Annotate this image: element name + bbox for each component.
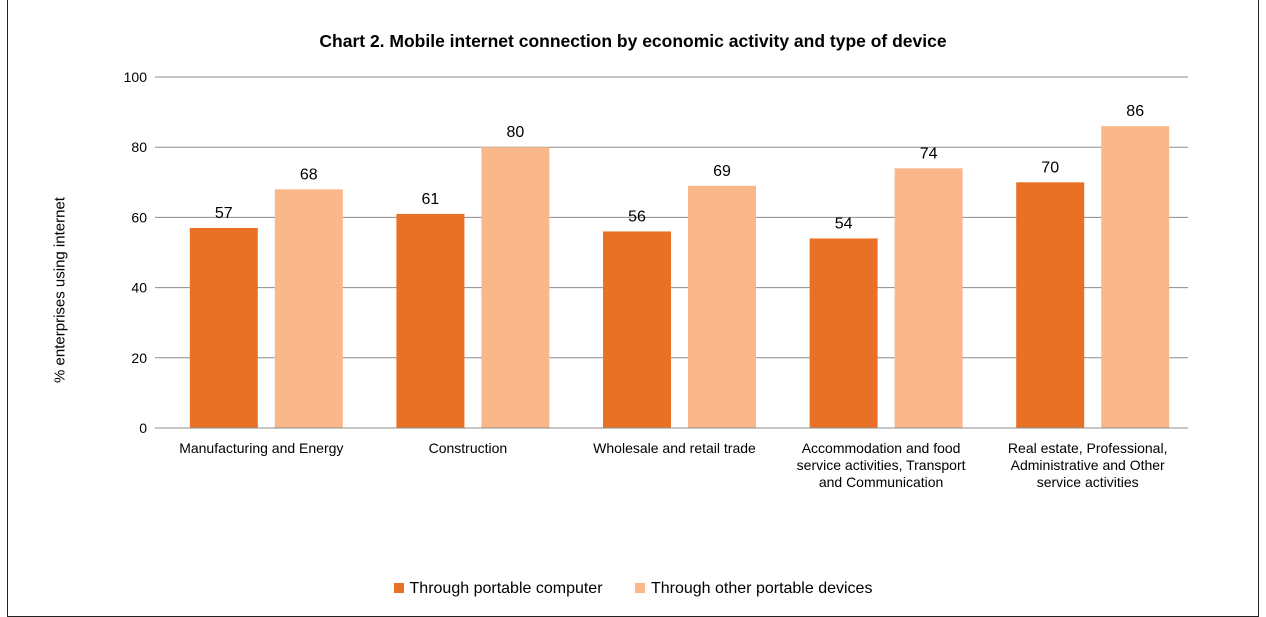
- bar-portable-computer: [1016, 182, 1085, 428]
- y-tick-label: 0: [139, 420, 147, 436]
- bar-other-devices: [688, 185, 756, 428]
- legend-item-portable-computer: Through portable computer: [393, 580, 603, 598]
- category-label: Manufacturing and Energy: [156, 440, 366, 457]
- y-tick-label: 80: [131, 139, 147, 155]
- category-label-line: service activities: [1036, 474, 1139, 490]
- category-label-line: Manufacturing and Energy: [179, 440, 344, 456]
- bar-portable-computer: [189, 227, 258, 428]
- bar-other-devices: [274, 189, 343, 428]
- chart-title: Chart 2. Mobile internet connection by e…: [319, 31, 947, 51]
- bar-portable-computer: [396, 213, 465, 428]
- legend-swatch-portable-computer: [393, 583, 404, 593]
- category-label-line: Construction: [428, 440, 508, 456]
- bar-other-devices: [1101, 126, 1170, 428]
- y-tick-label: 60: [131, 209, 147, 225]
- legend-swatch-other-devices: [634, 583, 645, 593]
- data-label: 70: [1041, 159, 1059, 176]
- y-tick-label: 20: [131, 350, 147, 366]
- data-label: 57: [215, 205, 233, 222]
- data-label: 68: [300, 166, 318, 183]
- category-label-line: Administrative and Other: [1010, 457, 1165, 473]
- category-label: Accommodation and food service activities…: [776, 440, 986, 491]
- category-label-line: Wholesale and retail trade: [593, 440, 756, 456]
- bar-other-devices: [481, 147, 550, 428]
- bar-portable-computer: [603, 231, 671, 428]
- legend: Through portable computer Through other …: [0, 580, 1266, 598]
- category-label-line: Real estate, Professional,: [1007, 440, 1168, 456]
- data-label: 86: [1126, 103, 1144, 120]
- y-tick-label: 40: [131, 280, 147, 296]
- data-label: 69: [713, 163, 731, 180]
- bar-other-devices: [894, 168, 963, 428]
- bar-portable-computer: [809, 238, 878, 428]
- y-tick-label: 100: [124, 69, 148, 85]
- data-label: 61: [422, 191, 440, 208]
- category-label: Construction: [363, 440, 573, 457]
- category-label: Real estate, Professional, Administrative…: [983, 440, 1193, 491]
- legend-label-portable-computer: Through portable computer: [409, 580, 603, 597]
- category-label-line: service activities, Transport: [796, 457, 966, 473]
- category-label-line: and Communication: [818, 474, 944, 490]
- data-label: 54: [835, 215, 853, 232]
- legend-item-other-devices: Through other portable devices: [634, 580, 873, 598]
- category-label-line: Accommodation and food: [801, 440, 961, 456]
- data-label: 56: [628, 208, 646, 225]
- legend-label-other-devices: Through other portable devices: [650, 580, 873, 597]
- data-label: 80: [507, 124, 525, 141]
- data-label: 74: [920, 145, 938, 162]
- category-label: Wholesale and retail trade: [570, 440, 780, 457]
